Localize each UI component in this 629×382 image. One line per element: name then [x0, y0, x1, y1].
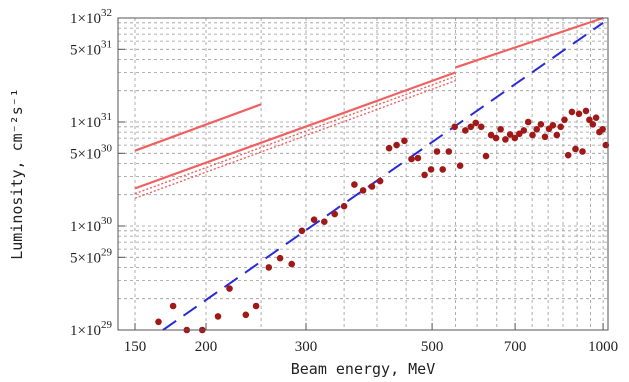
- data-point: [541, 133, 549, 141]
- data-point: [288, 260, 296, 268]
- data-point: [467, 123, 475, 131]
- data-point: [445, 148, 453, 155]
- solid-line: [134, 71, 456, 190]
- data-point: [321, 218, 328, 225]
- y-tick-label: 5×1030: [70, 142, 112, 162]
- data-point: [579, 148, 586, 155]
- data-point: [385, 144, 393, 152]
- data-point: [572, 145, 579, 153]
- data-point: [533, 126, 540, 133]
- data-point: [568, 108, 576, 116]
- data-point: [376, 177, 384, 185]
- data-point: [351, 181, 358, 188]
- data-point: [529, 131, 536, 139]
- x-tick-label: 500: [421, 339, 444, 355]
- x-axis-label: Beam energy, MeV: [291, 360, 436, 378]
- x-tick-label: 700: [504, 339, 527, 355]
- data-point: [433, 148, 441, 155]
- data-point: [477, 123, 485, 131]
- data-point: [502, 136, 509, 143]
- data-point: [472, 119, 480, 127]
- y-ticks: 1×1029 5×1029 1×1030 5×1030 1×1031 5×1031 1×10…: [70, 7, 125, 339]
- data-point: [549, 122, 557, 129]
- y-tick-label: 5×1029: [70, 246, 112, 266]
- data-point: [561, 116, 568, 124]
- data-point: [214, 313, 222, 320]
- data-point: [359, 187, 367, 194]
- data-point: [298, 227, 306, 235]
- data-point: [553, 131, 561, 139]
- data-point: [276, 254, 284, 262]
- data-point: [482, 152, 490, 160]
- y-tick-label: 1×1030: [70, 215, 112, 235]
- dashed-line: [162, 21, 604, 331]
- data-point: [516, 130, 523, 138]
- data-point: [265, 264, 273, 271]
- measured-points: [155, 107, 610, 334]
- theory-lines: [134, 16, 604, 331]
- data-point: [368, 183, 376, 190]
- data-point: [439, 166, 447, 173]
- x-ticks: 150 200 300 500 700 1000: [124, 323, 618, 355]
- data-point: [331, 210, 339, 218]
- data-point: [589, 121, 597, 128]
- data-point: [252, 302, 260, 310]
- x-tick-label: 200: [195, 339, 218, 355]
- y-tick-label: 1×1031: [70, 111, 112, 131]
- data-point: [537, 121, 545, 128]
- data-point: [393, 141, 400, 149]
- data-point: [575, 110, 583, 118]
- solid-line: [455, 16, 604, 69]
- data-point: [520, 127, 528, 134]
- data-point: [340, 202, 348, 210]
- data-point: [451, 123, 459, 131]
- data-point: [564, 151, 572, 159]
- plot-frame: [117, 17, 609, 331]
- y-axis-label: Luminosity, cm⁻²s⁻¹: [8, 88, 26, 260]
- y-tick-label: 5×1031: [70, 38, 112, 58]
- data-point: [414, 154, 422, 162]
- x-tick-label: 1000: [588, 339, 618, 355]
- solid-line: [134, 103, 262, 152]
- grid: [118, 18, 608, 331]
- x-tick-label: 300: [295, 339, 318, 355]
- data-point: [401, 137, 408, 145]
- data-point: [155, 318, 162, 326]
- data-point: [169, 302, 177, 310]
- dotted-line: [134, 79, 456, 199]
- data-point: [586, 116, 593, 124]
- data-point: [408, 155, 415, 163]
- data-point: [524, 118, 532, 126]
- y-tick-label: 1×1029: [70, 319, 112, 339]
- data-point: [557, 123, 564, 131]
- data-point: [456, 162, 464, 169]
- data-point: [599, 126, 606, 133]
- data-point: [592, 114, 600, 121]
- data-point: [511, 134, 519, 142]
- data-point: [492, 134, 500, 142]
- data-point: [487, 131, 495, 139]
- data-point: [497, 126, 504, 133]
- data-point: [427, 166, 435, 173]
- data-point: [506, 131, 514, 138]
- dotted-line: [134, 75, 456, 195]
- data-point: [242, 311, 250, 319]
- data-point: [226, 285, 233, 292]
- data-point: [582, 107, 590, 115]
- data-point: [310, 216, 318, 223]
- data-point: [602, 141, 610, 149]
- data-point: [462, 127, 469, 134]
- data-point: [421, 171, 428, 179]
- x-tick-label: 150: [124, 339, 147, 355]
- y-tick-label: 1×1032: [70, 7, 112, 27]
